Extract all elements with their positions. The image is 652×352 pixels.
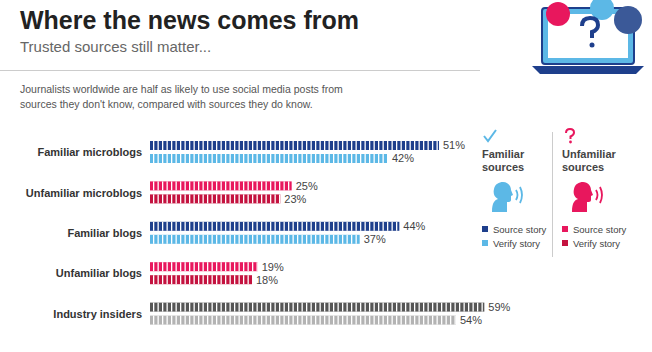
svg-text:Industry insiders: Industry insiders (53, 308, 142, 320)
svg-text:19%: 19% (262, 261, 284, 273)
svg-text:Familiar blogs: Familiar blogs (67, 227, 142, 239)
svg-text:44%: 44% (403, 220, 425, 232)
html-text:Verify story: Verify story (493, 237, 540, 249)
svg-text:51%: 51% (443, 139, 465, 151)
svg-text:Unfamiliar microblogs: Unfamiliar microblogs (26, 187, 142, 199)
html-text:sources they don't know, compa: sources they don't know, compared with s… (20, 98, 313, 110)
html-text:Where the news comes from: Where the news comes from (20, 6, 359, 34)
html-text:Unfamiliar sources: Unfamiliar sources (562, 148, 616, 173)
html-text:Familiar sources: Familiar sources (482, 148, 525, 173)
html-text:Trusted sources still matter..: Trusted sources still matter... (20, 38, 212, 55)
svg-text:23%: 23% (284, 193, 306, 205)
html-text:Verify story: Verify story (573, 237, 620, 249)
svg-text:54%: 54% (460, 314, 482, 326)
svg-text:59%: 59% (488, 301, 510, 313)
svg-text:18%: 18% (256, 274, 278, 286)
svg-text:37%: 37% (364, 233, 386, 245)
html-text:Source story: Source story (493, 223, 547, 235)
svg-text:25%: 25% (296, 180, 318, 192)
html-text:Journalists worldwide are half: Journalists worldwide are half as likely… (20, 83, 343, 95)
svg-text:42%: 42% (392, 152, 414, 164)
html-text:Source story: Source story (573, 223, 627, 235)
svg-text:Unfamiliar blogs: Unfamiliar blogs (56, 267, 142, 279)
svg-text:Familiar microblogs: Familiar microblogs (37, 146, 142, 158)
